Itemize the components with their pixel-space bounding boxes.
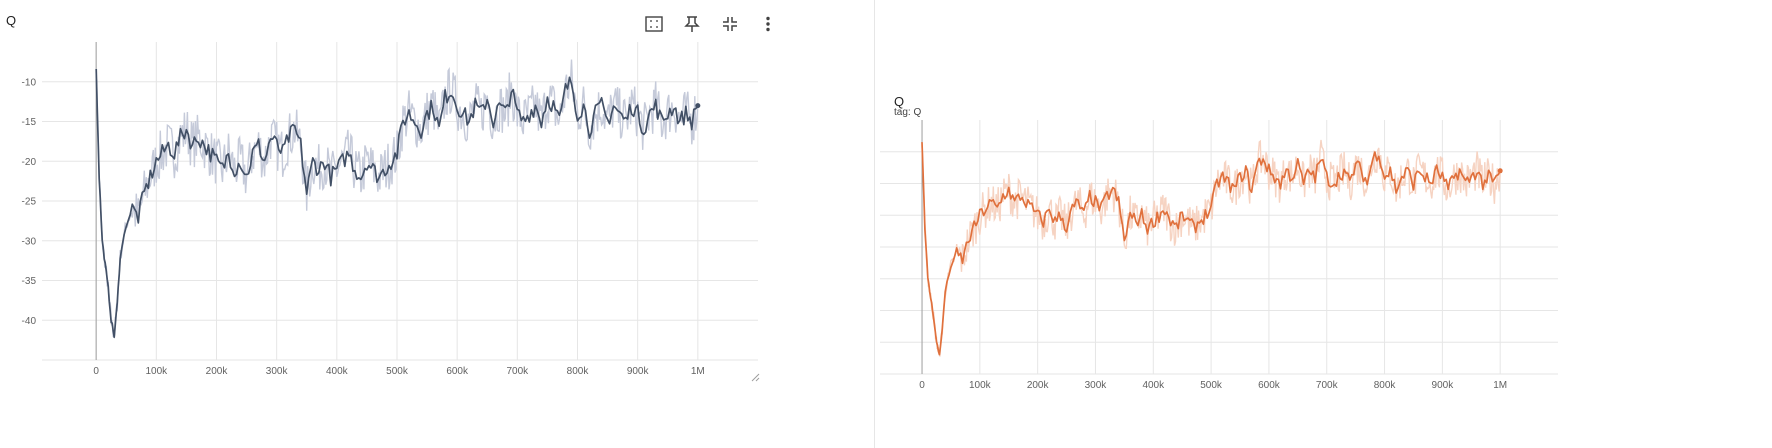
x-tick-label: 400k (326, 366, 349, 377)
chart-title: Q (894, 94, 905, 109)
series-end-point (1497, 168, 1503, 174)
pin-icon[interactable] (680, 12, 704, 36)
x-tick-label: 900k (1432, 380, 1455, 391)
y-tick-label: -20 (22, 157, 37, 168)
x-tick-label: 200k (1027, 380, 1050, 391)
panel-divider (874, 0, 875, 448)
line-chart-left[interactable]: 0 100k 200k 300k 400k 500k 600k 700k 800k 900k 1M -… (0, 0, 870, 448)
series-line (95, 68, 699, 339)
y-tick-label: -35 (22, 276, 37, 287)
x-tick-label: 0 (93, 366, 99, 377)
chart-title: Q (6, 13, 17, 28)
x-tick-label: 700k (506, 366, 529, 377)
x-tick-label: 800k (567, 366, 590, 377)
x-tick-label: 1M (1493, 380, 1507, 391)
x-tick-label: 100k (145, 366, 168, 377)
y-tick-label: -30 (22, 236, 37, 247)
x-tick-label: 400k (1142, 380, 1165, 391)
x-tick-label: 700k (1316, 380, 1339, 391)
chart-tag: tag: Q (894, 107, 922, 118)
fit-domain-icon[interactable] (642, 12, 666, 36)
x-tick-label: 100k (969, 380, 992, 391)
x-tick-label: 300k (266, 366, 289, 377)
resize-handle-icon[interactable] (750, 372, 760, 382)
y-tick-label: -40 (22, 316, 37, 327)
y-tick-label: -10 (22, 77, 37, 88)
series-raw-line (95, 59, 699, 339)
line-chart-right[interactable]: 0100k200k300k400k500k600k700k800k900k1M-… (880, 0, 1772, 448)
x-tick-label: 500k (386, 366, 409, 377)
chart-card-right: Q tag: Q 0 100k 200k 300k 400k 500k 600k 700k 80… (880, 0, 1772, 448)
x-tick-label: 900k (627, 366, 650, 377)
x-tick-label: 600k (1258, 380, 1281, 391)
chart-card-left: Q 0 100k 200k 300k 400k 500k 600k 700k 800k 900k 1… (0, 0, 870, 448)
x-tick-label: 200k (206, 366, 229, 377)
series-raw-line (921, 139, 1501, 357)
y-tick-label: -15 (22, 117, 37, 128)
x-tick-label: 1M (691, 366, 705, 377)
series-line (921, 142, 1501, 356)
collapse-icon[interactable] (718, 12, 742, 36)
chart-toolbar (642, 12, 780, 36)
y-tick-label: -25 (22, 197, 37, 208)
more-vert-icon[interactable] (756, 12, 780, 36)
x-tick-label: 300k (1085, 380, 1108, 391)
series-end-point (695, 103, 701, 109)
x-tick-label: 500k (1200, 380, 1223, 391)
x-tick-label: 800k (1374, 380, 1397, 391)
x-tick-label: 0 (919, 380, 925, 391)
x-tick-label: 600k (446, 366, 469, 377)
